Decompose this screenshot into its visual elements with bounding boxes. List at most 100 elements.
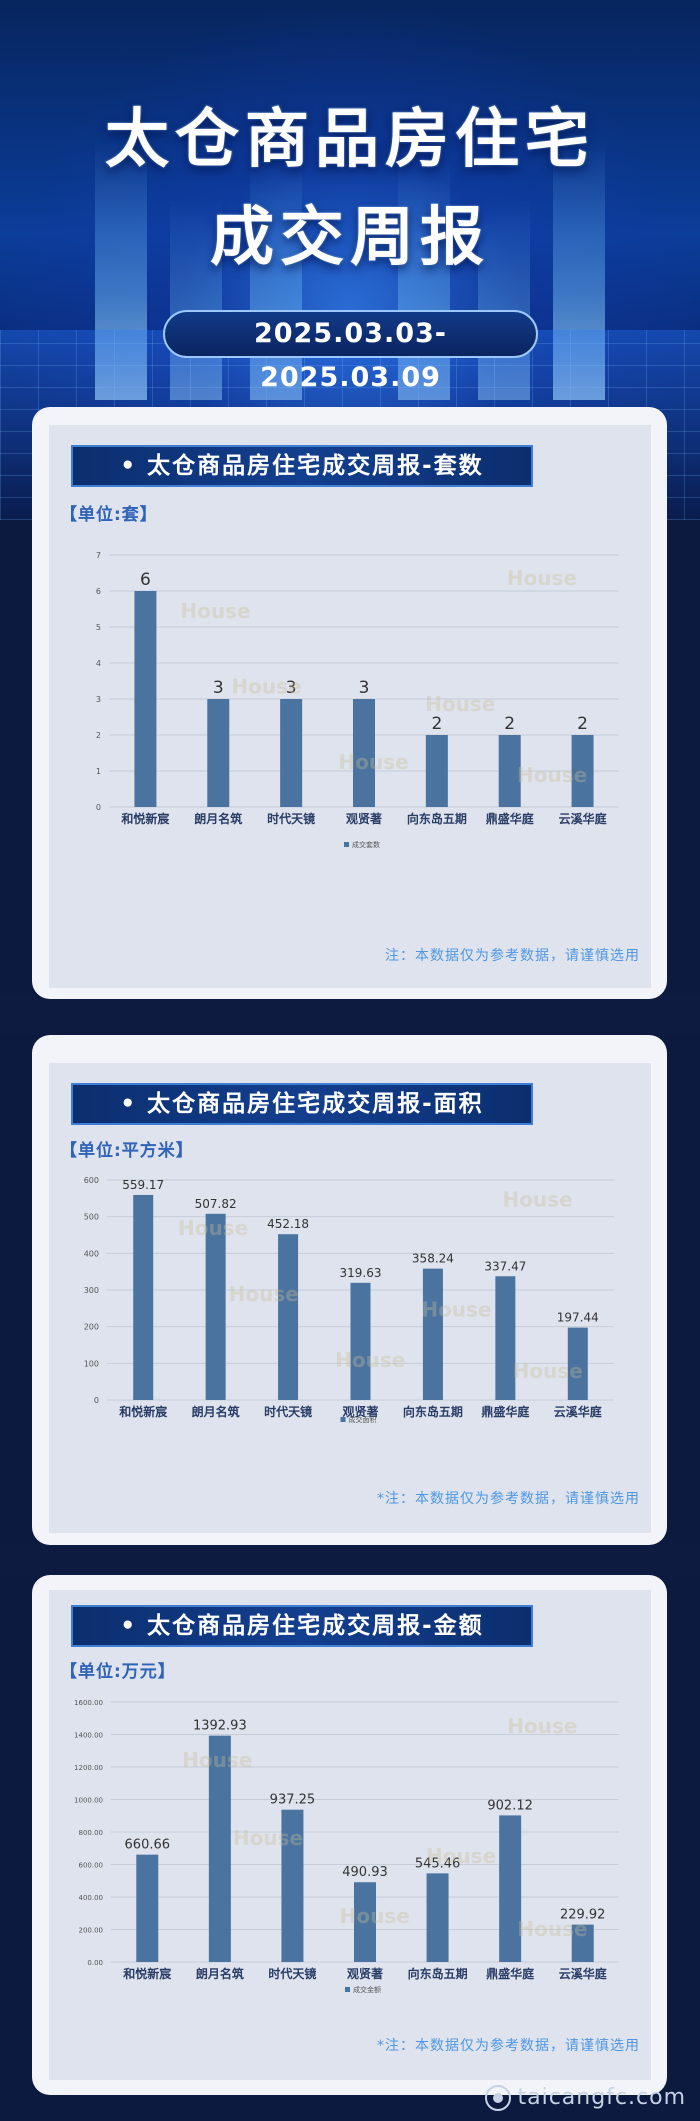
house-watermark: House <box>425 692 495 716</box>
house-watermark: House <box>507 1714 577 1738</box>
y-tick-label: 3 <box>96 695 101 704</box>
disclaimer-note: *注：本数据仅为参考数据，请谨慎选用 <box>377 2038 640 2054</box>
data-label: 490.93 <box>342 1865 388 1880</box>
bar <box>495 1276 516 1400</box>
x-tick-label: 和悦新宸 <box>120 811 170 826</box>
y-tick-label: 800.00 <box>79 1829 104 1837</box>
bar <box>426 1873 449 1962</box>
legend-swatch <box>340 1417 346 1422</box>
chart-title-units: • 太仓商品房住宅成交周报-套数 <box>71 445 533 487</box>
data-label: 197.44 <box>557 1311 599 1325</box>
x-tick-label: 云溪华庭 <box>554 1404 602 1419</box>
house-watermark: House <box>426 1844 496 1868</box>
data-label: 545.46 <box>415 1856 461 1871</box>
bar <box>280 699 303 807</box>
data-label: 2 <box>504 714 515 734</box>
chart-amount: 0.00 200.00 400.00 600.00 800.00 1000.00 1200.… <box>74 1699 619 1994</box>
x-tick-label: 鼎盛华庭 <box>486 811 534 826</box>
y-tick-label: 1200.00 <box>74 1764 103 1772</box>
house-watermark: House <box>340 1904 410 1928</box>
y-tick-label: 1000.00 <box>74 1797 103 1805</box>
y-tick-label: 4 <box>96 659 101 668</box>
y-tick-label: 1400.00 <box>74 1732 103 1740</box>
data-label: 6 <box>140 570 151 590</box>
y-tick-label: 400.00 <box>79 1894 104 1902</box>
bar <box>350 1282 371 1400</box>
bar <box>499 1815 522 1962</box>
x-tick-label: 向东岛五期 <box>408 1966 468 1981</box>
x-tick-label: 和悦新宸 <box>118 1404 168 1419</box>
legend-label: 成交套数 <box>352 840 380 849</box>
y-tick-label: 100 <box>84 1359 99 1368</box>
section-divider <box>0 995 700 1035</box>
x-tick-label: 时代天镜 <box>264 1404 312 1419</box>
bar <box>134 591 157 807</box>
bar <box>281 1809 304 1962</box>
house-watermark: House <box>180 599 250 623</box>
data-label: 358.24 <box>412 1252 454 1266</box>
y-tick-label: 2 <box>96 731 101 740</box>
site-watermark: taicangfc.com <box>485 2085 686 2111</box>
data-label: 1392.93 <box>193 1719 247 1734</box>
bar <box>278 1234 299 1400</box>
x-tick-label: 向东岛五期 <box>403 1404 463 1419</box>
x-tick-label: 观贤著 <box>347 1966 383 1981</box>
section-divider <box>0 1545 700 1575</box>
house-watermark: House <box>229 1282 299 1306</box>
house-watermark: House <box>233 1826 303 1850</box>
legend-swatch <box>344 842 349 847</box>
unit-label-amount: 【单位:万元】 <box>60 1662 176 1682</box>
x-tick-label: 向东岛五期 <box>407 811 467 826</box>
y-tick-label: 500 <box>84 1213 99 1222</box>
x-tick-label: 观贤著 <box>342 1404 378 1419</box>
x-tick-label: 朗月名筑 <box>196 1966 244 1981</box>
legend-label: 成交面积 <box>349 1415 377 1424</box>
data-label: 452.18 <box>267 1217 309 1231</box>
bar <box>571 1924 594 1962</box>
unit-label-units: 【单位:套】 <box>60 505 158 525</box>
panel-amount <box>49 1590 651 2080</box>
data-label: 3 <box>286 678 297 698</box>
y-tick-label: 600 <box>84 1176 99 1185</box>
house-watermark: House <box>502 1187 572 1211</box>
y-tick-label: 5 <box>96 623 101 632</box>
bar <box>567 1327 588 1400</box>
chart-title-area: • 太仓商品房住宅成交周报-面积 <box>71 1083 533 1125</box>
house-watermark: House <box>517 763 587 787</box>
data-label: 229.92 <box>560 1908 606 1923</box>
y-tick-label: 600.00 <box>79 1862 104 1870</box>
x-tick-label: 观贤著 <box>346 811 382 826</box>
bar <box>354 1882 376 1962</box>
bar <box>207 699 230 807</box>
y-tick-label: 400 <box>84 1249 99 1258</box>
bar <box>571 735 594 807</box>
disclaimer-note: 注：本数据仅为参考数据，请谨慎选用 <box>385 948 640 964</box>
data-label: 319.63 <box>340 1266 382 1280</box>
house-watermark: House <box>178 1216 248 1240</box>
bar <box>422 1268 443 1400</box>
house-watermark: House <box>182 1748 252 1772</box>
data-label: 2 <box>431 714 442 734</box>
x-tick-label: 时代天镜 <box>268 1966 316 1981</box>
data-label: 507.82 <box>195 1197 237 1211</box>
data-label: 337.47 <box>484 1259 526 1273</box>
house-watermark: House <box>513 1359 583 1383</box>
y-tick-label: 300 <box>84 1286 99 1295</box>
legend-swatch <box>345 1987 350 1992</box>
bar <box>353 699 375 807</box>
y-tick-label: 200.00 <box>79 1927 104 1935</box>
data-label: 937.25 <box>270 1793 316 1808</box>
data-label: 3 <box>359 678 370 698</box>
site-logo-icon <box>485 2085 512 2111</box>
bar <box>498 735 521 807</box>
bar <box>205 1213 226 1400</box>
page-title-line2: 成交周报 <box>210 201 490 275</box>
data-label: 559.17 <box>122 1178 164 1192</box>
x-tick-label: 鼎盛华庭 <box>486 1966 534 1981</box>
date-range-badge: 2025.03.03-2025.03.09 <box>163 310 538 393</box>
data-label: 3 <box>213 678 224 698</box>
x-tick-label: 朗月名筑 <box>194 811 242 826</box>
bar <box>208 1735 231 1962</box>
x-tick-label: 时代天镜 <box>267 811 315 826</box>
legend-label: 成交金额 <box>353 1985 381 1994</box>
